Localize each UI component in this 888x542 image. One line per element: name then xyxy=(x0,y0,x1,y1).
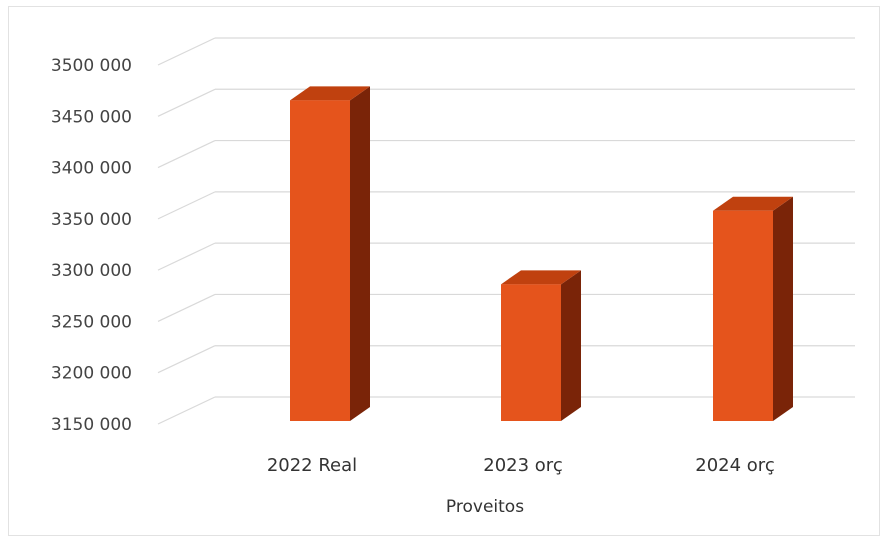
bar-2 xyxy=(501,270,581,421)
y-tick-label: 3250 000 xyxy=(51,312,132,332)
bar-1 xyxy=(290,86,370,422)
x-axis-categories: 2022 Real 2023 orç 2024 orç xyxy=(267,455,775,476)
y-tick-label: 3200 000 xyxy=(51,364,132,384)
gridline-depth xyxy=(157,345,216,374)
chart-frame xyxy=(8,6,880,536)
bar-front xyxy=(713,210,773,421)
bar-top xyxy=(713,196,793,211)
x-axis-title: Proveitos xyxy=(446,497,524,517)
x-category-label: 2022 Real xyxy=(267,455,357,476)
y-tick-label: 3300 000 xyxy=(51,261,132,281)
gridline-depth xyxy=(157,242,216,271)
bar-front xyxy=(290,100,350,422)
x-category-label: 2023 orç xyxy=(483,455,562,476)
bar-top xyxy=(501,270,581,285)
x-category-label: 2024 orç xyxy=(695,455,774,476)
bar-top xyxy=(290,86,370,101)
gridline-depth xyxy=(157,88,216,117)
bar-side xyxy=(350,86,370,422)
bar-front xyxy=(501,284,561,421)
y-tick-label: 3400 000 xyxy=(51,159,132,179)
y-axis-ticks: 3150 000 3200 000 3250 000 3300 000 3350 000… xyxy=(51,56,132,435)
y-tick-label: 3500 000 xyxy=(51,56,132,76)
bar-3 xyxy=(713,196,793,421)
gridline-depth xyxy=(157,396,216,425)
gridline-depth xyxy=(157,37,216,66)
bar-side xyxy=(773,196,793,421)
gridline-depth xyxy=(157,293,216,322)
bar-side xyxy=(561,270,581,421)
gridline-depth xyxy=(157,191,216,220)
y-tick-label: 3150 000 xyxy=(51,415,132,435)
y-tick-label: 3450 000 xyxy=(51,107,132,127)
bars xyxy=(290,86,793,422)
y-tick-label: 3350 000 xyxy=(51,210,132,230)
gridline-depth xyxy=(157,140,216,169)
